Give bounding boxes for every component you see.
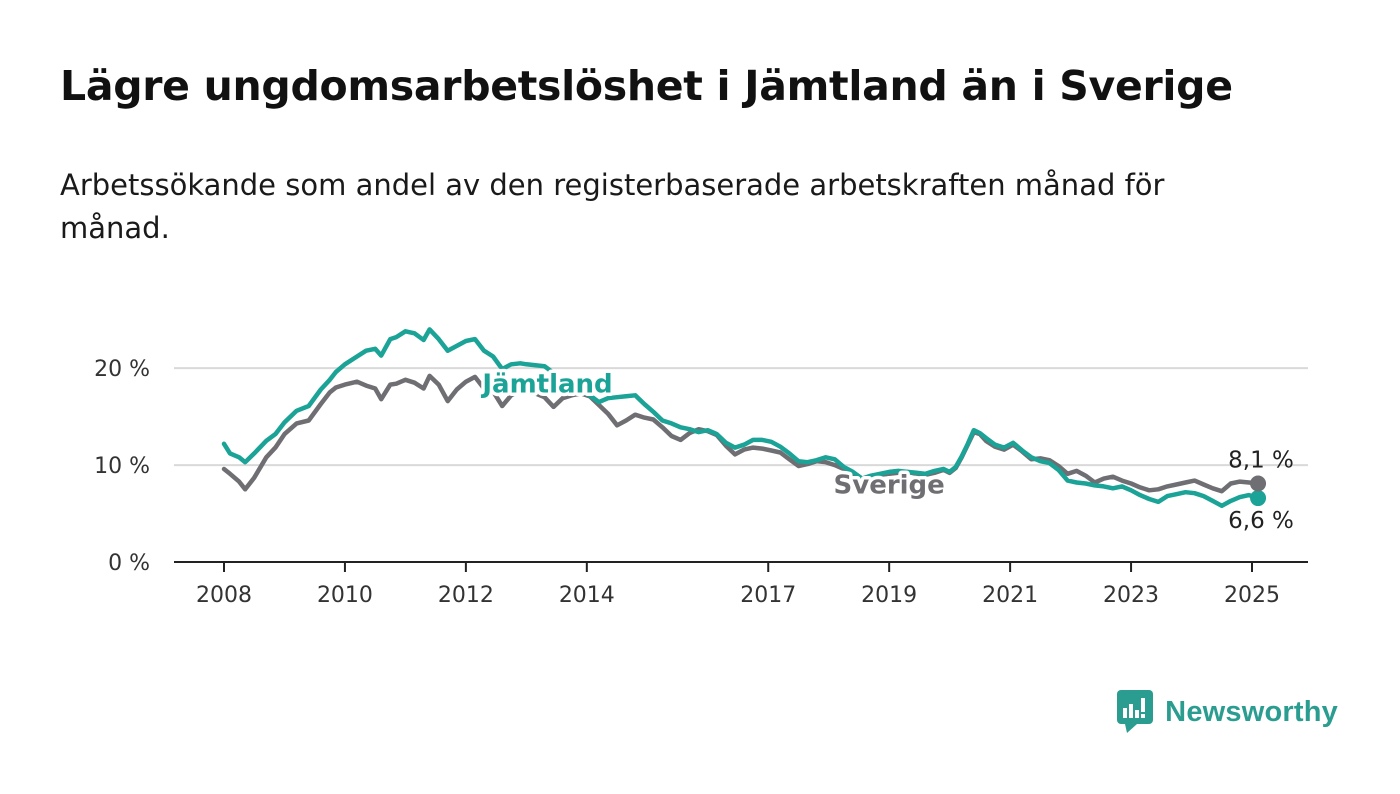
y-tick-label: 10 % [94, 454, 150, 479]
newsworthy-logo-icon [1117, 690, 1154, 733]
x-tick-label: 2010 [317, 583, 373, 608]
line-chart: 0 % 10 % 20 % 2008 2010 2012 2014 2017 2019 2021 2… [94, 327, 1308, 608]
series-end-point [1250, 490, 1267, 507]
x-tick-label: 2017 [740, 583, 796, 608]
label-layer: 6,6 % 8,1 % Jämtland Sverige [477, 366, 1294, 534]
series-end-point [1250, 475, 1267, 492]
series-layer [221, 327, 1261, 509]
chart-subtitle: Arbetssökande som andel av den registerb… [60, 168, 1165, 245]
series-line-jamtland [221, 327, 1261, 509]
chart-title: Lägre ungdomsarbetslöshet i Jämtland än … [60, 62, 1233, 110]
x-tick-label: 2008 [196, 583, 252, 608]
grid-layer [174, 367, 1308, 467]
x-tick-label: 2021 [982, 583, 1038, 608]
series-end-label: 6,6 % [1228, 508, 1294, 534]
y-tick-label: 20 % [94, 357, 150, 382]
brand: Newsworthy [1117, 690, 1338, 734]
series-name-label: Jämtland [480, 370, 612, 400]
x-tick-label: 2023 [1103, 583, 1159, 608]
x-tick-label: 2025 [1224, 583, 1280, 608]
x-tick-label: 2019 [861, 583, 917, 608]
series-end-label: 8,1 % [1228, 447, 1294, 473]
x-tick-label: 2014 [559, 583, 615, 608]
x-tick-label: 2012 [438, 583, 494, 608]
axis-layer: 0 % 10 % 20 % 2008 2010 2012 2014 2017 2019 2021 2… [94, 357, 1308, 608]
y-tick-label: 0 % [108, 551, 150, 576]
series-line-sverige [221, 373, 1261, 494]
series-name-label: Sverige [834, 470, 945, 500]
brand-name: Newsworthy [1165, 695, 1338, 728]
